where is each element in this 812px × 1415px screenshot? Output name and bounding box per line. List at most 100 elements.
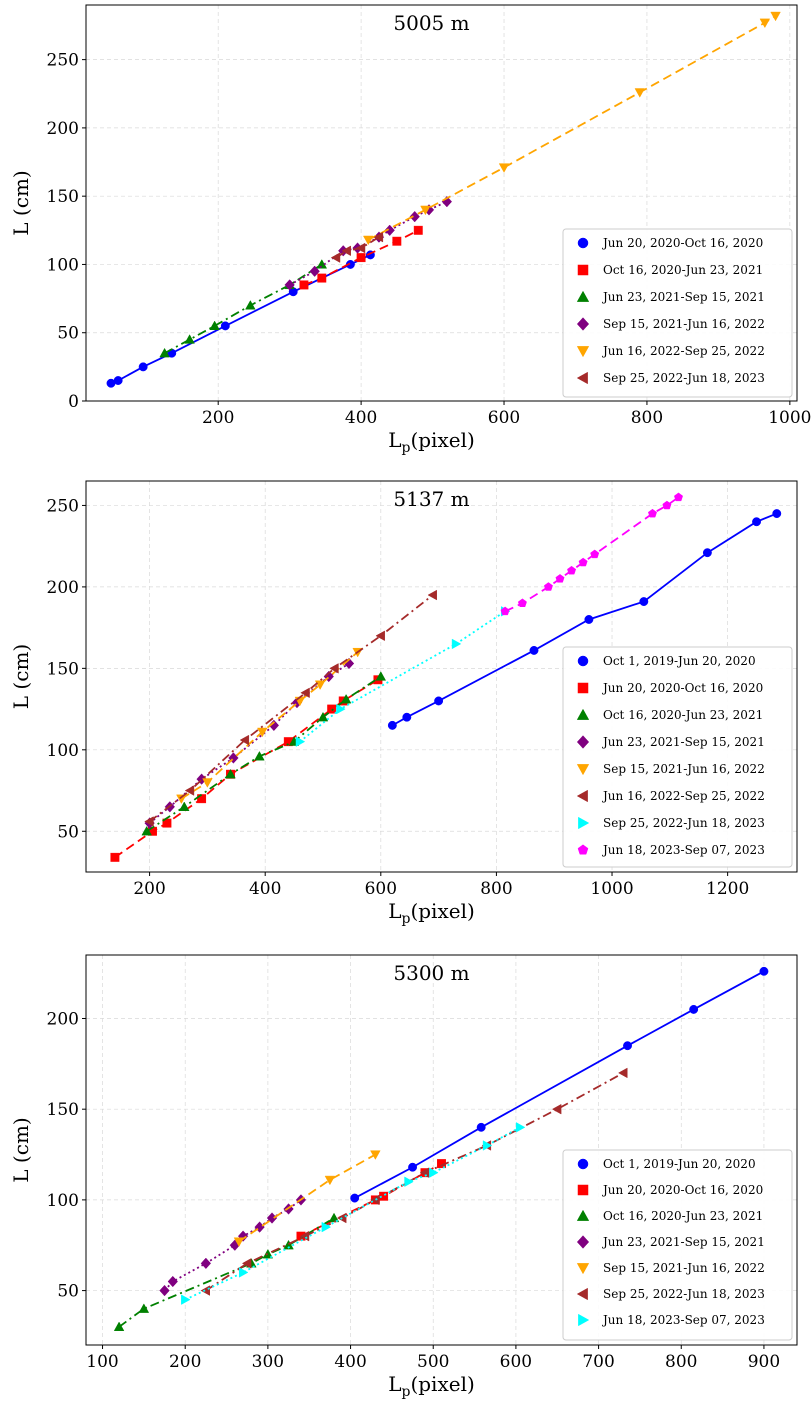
x-tick-label: 200 <box>202 408 234 428</box>
x-tick-label: 600 <box>488 408 520 428</box>
data-point <box>451 638 462 650</box>
legend-label: Jun 16, 2022-Sep 25, 2022 <box>601 344 765 358</box>
data-point <box>375 630 385 642</box>
data-point <box>639 597 649 607</box>
legend-entry: Oct 16, 2020-Jun 23, 2021 <box>577 263 763 277</box>
data-point <box>689 1004 699 1014</box>
series-oct-1-2019-jun-20-2020 <box>387 509 782 730</box>
series-oct-1-2019-jun-20-2020 <box>350 966 769 1203</box>
y-tick-label: 150 <box>47 659 79 679</box>
data-point <box>138 1303 150 1313</box>
legend-entry: Jun 16, 2022-Sep 25, 2022 <box>576 344 765 358</box>
legend-entry: Jun 20, 2020-Oct 16, 2020 <box>577 681 763 695</box>
series-jun-23-2021-sep-15-2021 <box>159 259 328 358</box>
data-point <box>590 549 600 559</box>
data-point <box>321 1221 332 1233</box>
legend-marker <box>577 264 589 276</box>
legend-marker <box>577 682 589 694</box>
legend-label: Jun 23, 2021-Sep 15, 2021 <box>601 735 765 749</box>
data-point <box>225 768 236 779</box>
x-tick-label: 600 <box>500 1352 532 1372</box>
y-tick-label: 50 <box>57 822 79 842</box>
data-point <box>498 163 510 173</box>
data-point <box>176 794 187 805</box>
legend-marker <box>576 764 590 776</box>
y-tick-label: 100 <box>47 1191 79 1211</box>
data-point <box>327 704 337 714</box>
data-point <box>300 687 310 699</box>
data-point <box>770 11 781 22</box>
data-point <box>702 548 712 558</box>
data-point <box>336 703 346 715</box>
data-point <box>268 719 280 732</box>
data-point <box>200 1285 210 1296</box>
x-tick-label: 400 <box>249 879 281 899</box>
data-point <box>618 1067 628 1079</box>
data-point <box>328 1212 340 1223</box>
series-sep-15-2021-jun-16-2022 <box>176 647 363 805</box>
legend: Oct 1, 2019-Jun 20, 2020 Jun 20, 2020-Oct… <box>562 646 793 868</box>
legend-marker <box>576 290 590 302</box>
data-point <box>197 794 207 804</box>
legend-label: Sep 25, 2022-Jun 18, 2023 <box>603 371 765 385</box>
legend-entry: Jun 23, 2021-Sep 15, 2021 <box>576 1235 765 1249</box>
data-point <box>138 362 148 372</box>
data-point <box>299 1230 310 1242</box>
data-point <box>356 253 366 263</box>
data-point <box>350 1193 360 1203</box>
legend-entry: Jun 16, 2022-Sep 25, 2022 <box>576 789 765 803</box>
y-tick-label: 200 <box>47 578 79 598</box>
data-point <box>202 778 213 788</box>
chart-panel-1: 200 400 600 800 1000 0 50 100 150 200 250 5005 m Lp(… <box>9 4 811 456</box>
legend-label: Jun 20, 2020-Oct 16, 2020 <box>601 1183 763 1197</box>
legend: Jun 20, 2020-Oct 16, 2020 Oct 16, 2020-Ju… <box>562 228 793 398</box>
data-point <box>759 18 771 29</box>
data-point <box>329 663 339 674</box>
chart-title: 5300 m <box>393 961 469 985</box>
data-point <box>284 279 295 291</box>
data-point <box>408 1162 418 1172</box>
legend-entry: Oct 16, 2020-Jun 23, 2021 <box>576 708 763 722</box>
data-point <box>482 1140 493 1151</box>
y-tick-label: 200 <box>47 1009 79 1029</box>
y-tick-label: 100 <box>47 741 79 761</box>
legend-entry: Jun 20, 2020-Oct 16, 2020 <box>577 236 763 250</box>
data-point <box>420 205 431 216</box>
y-tick-label: 100 <box>47 255 79 275</box>
data-point <box>427 589 437 601</box>
data-point <box>413 225 423 235</box>
legend-marker <box>576 789 588 803</box>
series-line <box>299 610 506 743</box>
data-point <box>323 670 334 683</box>
legend-marker <box>576 346 590 358</box>
x-tick-label: 700 <box>582 1352 614 1372</box>
data-point <box>340 693 352 704</box>
series-line <box>335 236 380 259</box>
legend-entry: Oct 1, 2019-Jun 20, 2020 <box>577 654 756 668</box>
data-point <box>752 517 761 527</box>
data-point <box>759 966 769 976</box>
legend-marker <box>576 371 588 385</box>
data-point <box>317 273 327 283</box>
x-tick-label: 500 <box>417 1352 449 1372</box>
data-point <box>375 671 387 681</box>
data-point <box>184 785 195 796</box>
data-point <box>500 606 510 616</box>
data-point <box>317 711 329 722</box>
data-point <box>517 598 527 608</box>
legend-label: Oct 16, 2020-Jun 23, 2021 <box>603 1209 763 1223</box>
y-tick-label: 150 <box>47 1100 79 1120</box>
legend-marker <box>576 1263 590 1275</box>
data-point <box>110 852 120 862</box>
data-point <box>384 224 395 236</box>
y-tick-label: 0 <box>68 392 79 412</box>
data-point <box>167 1275 178 1288</box>
data-point <box>772 509 782 519</box>
series-line <box>354 970 765 1199</box>
x-tick-label: 200 <box>133 879 165 899</box>
data-point <box>181 1294 191 1305</box>
legend-label: Oct 16, 2020-Jun 23, 2021 <box>603 708 763 722</box>
data-point <box>529 645 539 655</box>
legend-label: Sep 15, 2021-Jun 16, 2022 <box>603 762 765 776</box>
plot-frame <box>85 480 798 873</box>
